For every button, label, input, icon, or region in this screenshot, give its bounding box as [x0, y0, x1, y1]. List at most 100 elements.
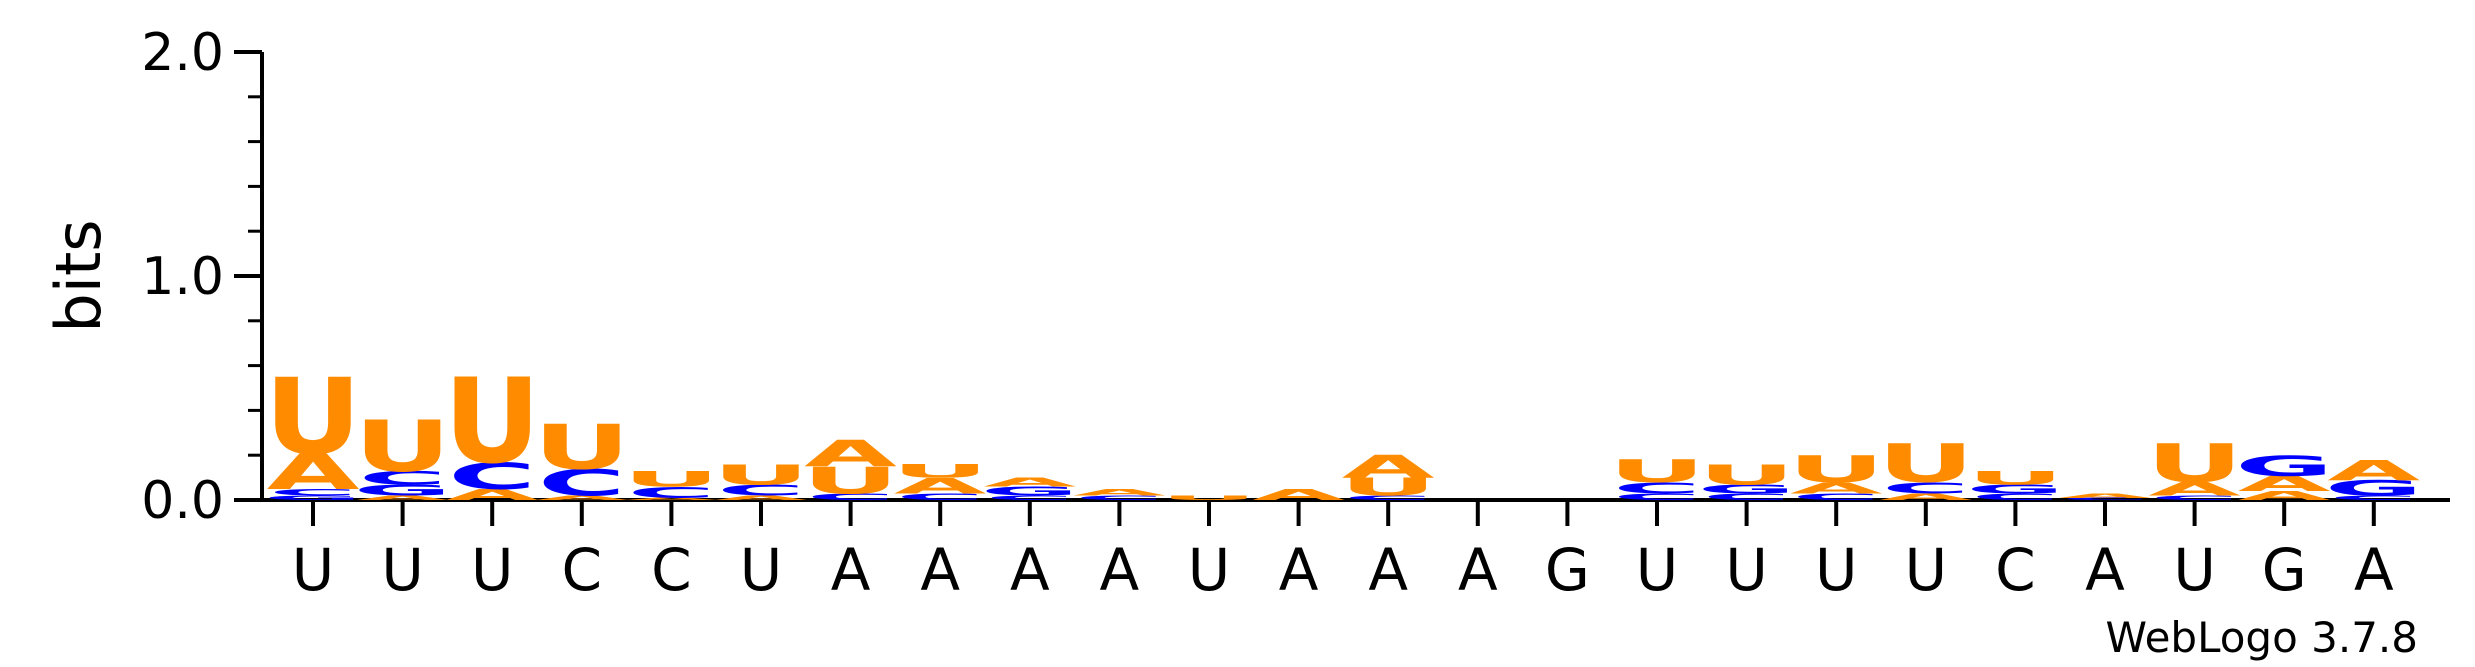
logo-glyph-C: C: [807, 492, 895, 503]
logo-glyph-G: G: [353, 482, 452, 500]
logo-glyph-U: U: [1608, 454, 1705, 490]
logo-glyph-C: C: [986, 494, 1074, 501]
x-position-label: A: [2354, 536, 2394, 604]
logo-glyph-A: A: [804, 432, 897, 475]
logo-glyph-C: C: [2330, 494, 2418, 501]
logo-glyph-U: U: [1339, 473, 1436, 501]
logo-glyph-A: A: [267, 443, 360, 500]
logo-glyph-A: A: [1790, 479, 1883, 497]
logo-glyph-U: U: [623, 467, 720, 492]
y-axis: 0.0 1.0 2.0: [141, 23, 264, 531]
logo-glyph-C: C: [269, 487, 357, 498]
logo-glyph-A: A: [2327, 454, 2420, 486]
logo-column: CGU: [1697, 459, 1795, 503]
logo-column: CAU: [1787, 448, 1884, 502]
logo-glyph-A: A: [446, 486, 539, 504]
logo-glyph-C: C: [1703, 492, 1791, 503]
x-position-label: U: [471, 536, 513, 604]
logo-column: CA: [2059, 492, 2152, 501]
logo-glyph-A: A: [356, 494, 449, 501]
logo-glyph-C: C: [1882, 479, 1970, 497]
logo-glyph-U: U: [712, 459, 809, 491]
x-position-label: U: [292, 536, 334, 604]
logo-glyph-G: G: [1697, 482, 1795, 496]
logo-glyph-C: C: [1613, 492, 1701, 503]
x-position-label: U: [1636, 536, 1678, 604]
logo-glyph-A: A: [1073, 487, 1166, 498]
logo-glyph-C: C: [896, 492, 984, 503]
x-position-label: C: [562, 536, 603, 604]
logo-glyph-C: C: [1613, 479, 1701, 497]
x-position-label: U: [1905, 536, 1947, 604]
logo-column: CGA: [2325, 454, 2423, 501]
logo-column: A: [1252, 486, 1345, 504]
logo-glyph-A: A: [625, 497, 718, 501]
y-tick-label: 0.0: [141, 471, 224, 531]
logo-glyph-A: A: [2148, 479, 2241, 500]
logo-glyph-C: C: [2151, 494, 2239, 501]
x-position-label: U: [2173, 536, 2215, 604]
x-position-label: A: [1458, 536, 1498, 604]
x-position-label: U: [1188, 536, 1230, 604]
x-position-label: U: [381, 536, 423, 604]
logo-glyph-A: A: [1879, 492, 1972, 503]
logo-glyph-G: G: [2235, 450, 2333, 482]
logo-glyph-U: U: [1160, 494, 1257, 501]
x-position-label: U: [740, 536, 782, 604]
x-position-label: A: [2085, 536, 2125, 604]
y-tick-label: 1.0: [141, 247, 224, 307]
logo-glyph-C: C: [538, 462, 626, 505]
x-position-label: A: [920, 536, 960, 604]
logo-column: CAU: [2146, 434, 2243, 502]
logo-glyph-A: A: [715, 494, 808, 501]
logo-column: AAG: [2235, 450, 2333, 503]
logo-glyph-U: U: [891, 461, 988, 482]
y-tick-label: 2.0: [141, 23, 224, 83]
x-position-label: A: [1010, 536, 1050, 604]
x-position-label: U: [1815, 536, 1857, 604]
logo-glyph-U: U: [1787, 448, 1884, 491]
x-position-label: G: [1545, 536, 1590, 604]
logo-column: ACU: [1877, 434, 1974, 503]
logo-glyph-U: U: [1698, 459, 1795, 491]
logo-column: CUA: [1339, 449, 1436, 501]
logo-glyph-A: A: [1342, 449, 1435, 485]
logo-glyph-U: U: [2146, 434, 2243, 495]
logo-glyph-G: G: [264, 494, 362, 501]
x-position-label: G: [2262, 536, 2307, 604]
x-position-label: C: [1995, 536, 2036, 604]
logo-glyph-G: G: [1966, 482, 2064, 496]
logo-glyph-C: C: [1971, 492, 2059, 503]
logo-glyph-C: C: [1075, 494, 1163, 501]
x-position-label: A: [1368, 536, 1408, 604]
logo-glyph-A: A: [535, 494, 628, 501]
logo-glyph-C: C: [1792, 492, 1880, 503]
logo-glyph-U: U: [1877, 434, 1974, 495]
logo-glyph-C: C: [717, 482, 805, 500]
x-position-label: U: [1725, 536, 1767, 604]
x-position-label: A: [1279, 536, 1319, 604]
y-minor-ticks: [248, 95, 262, 457]
logo-column: ACU: [623, 467, 720, 502]
logo-glyph-U: U: [533, 413, 630, 484]
logo-glyph-U: U: [802, 459, 899, 502]
logo-column: U: [1160, 494, 1257, 501]
logo-glyph-C: C: [1344, 494, 1432, 501]
logo-column: CUA: [802, 432, 899, 502]
logo-glyph-A: A: [2238, 471, 2331, 496]
logo-column: CGU: [1966, 467, 2064, 502]
logo-column: CGA: [981, 475, 1079, 501]
weblogo-credit: WebLogo 3.7.8: [2106, 613, 2419, 662]
y-axis-label: bits: [42, 219, 115, 332]
logo-column: ACU: [533, 413, 630, 505]
logo-column: ACU: [712, 459, 809, 502]
x-position-label: C: [651, 536, 692, 604]
logo-glyph-U: U: [354, 406, 451, 488]
logo-column: CCU: [1608, 454, 1705, 503]
logo-glyph-C: C: [448, 455, 536, 498]
logo-glyph-C: C: [359, 467, 447, 488]
